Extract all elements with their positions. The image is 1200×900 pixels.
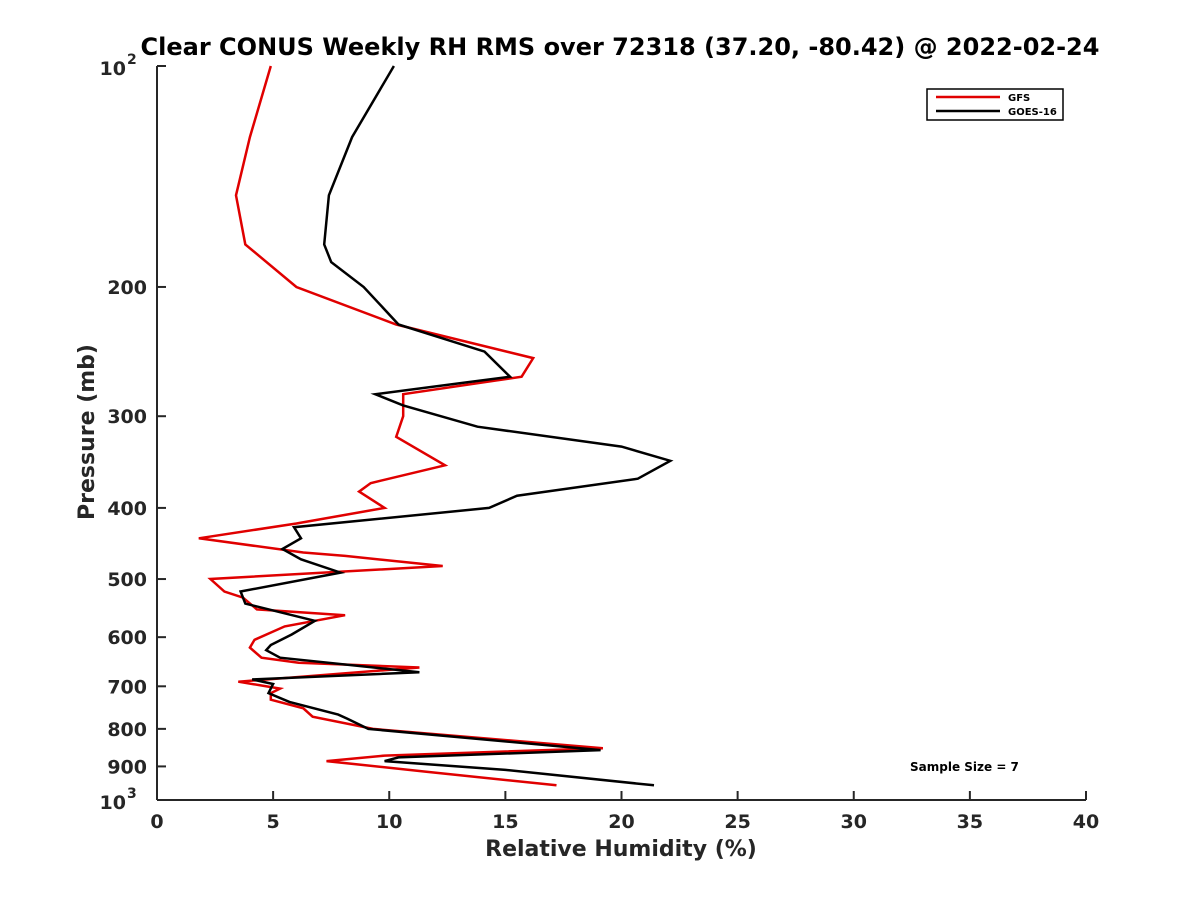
y-tick-exponent: 2 — [127, 52, 137, 68]
y-tick-label: 300 — [107, 406, 147, 428]
x-tick-label: 25 — [724, 811, 750, 833]
y-tick-label: 400 — [107, 498, 147, 520]
legend-label-gfs: GFS — [1008, 93, 1030, 104]
y-tick-label: 700 — [107, 676, 147, 698]
legend-label-goes16: GOES-16 — [1008, 107, 1057, 118]
x-tick-label: 10 — [376, 811, 402, 833]
series-layer — [198, 65, 674, 787]
series-line-gfs — [198, 65, 604, 787]
x-tick-label: 40 — [1073, 811, 1099, 833]
y-tick-exponent: 3 — [127, 786, 137, 802]
y-tick-label: 10 — [100, 792, 126, 814]
legend: GFS GOES-16 — [926, 88, 1064, 121]
x-axis-label: Relative Humidity (%) — [485, 837, 757, 862]
y-tick-label: 500 — [107, 569, 147, 591]
x-tick-label: 30 — [841, 811, 867, 833]
x-tick-label: 20 — [608, 811, 634, 833]
legend-box — [926, 88, 1064, 121]
y-axis-label: Pressure (mb) — [75, 344, 100, 520]
x-tick-label: 35 — [957, 811, 983, 833]
y-tick-label: 200 — [107, 277, 147, 299]
x-tick-label: 5 — [267, 811, 280, 833]
chart-title: Clear CONUS Weekly RH RMS over 72318 (37… — [141, 33, 1100, 61]
y-tick-label: 800 — [107, 719, 147, 741]
axes — [156, 66, 1086, 801]
sample-size-annotation: Sample Size = 7 — [910, 760, 1019, 774]
y-tick-label: 10 — [100, 58, 126, 80]
x-tick-label: 15 — [492, 811, 518, 833]
y-tick-label: 900 — [107, 756, 147, 778]
series-line-goes16 — [238, 65, 674, 787]
y-tick-label: 600 — [107, 627, 147, 649]
x-tick-label: 0 — [150, 811, 163, 833]
